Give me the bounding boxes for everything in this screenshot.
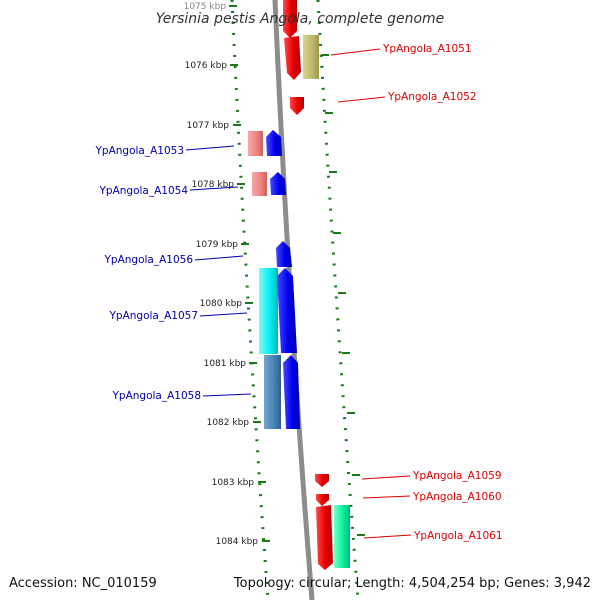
reverse-cds-a1057[interactable]	[277, 268, 297, 353]
tick-label: 1079 kbp	[196, 240, 239, 250]
forward-cds-a1061[interactable]	[316, 505, 333, 570]
tick-label: 1083 kbp	[212, 478, 255, 488]
scale-tick-1081: 1081 kbp	[204, 359, 257, 369]
gene-label-a1051[interactable]: YpAngola_A1051	[382, 43, 472, 55]
reverse-feature-a1053[interactable]	[248, 131, 263, 156]
reverse-cds-a1058[interactable]	[283, 355, 300, 429]
tick-label: 1078 kbp	[192, 180, 235, 190]
outer-tick-track	[316, 0, 360, 600]
tick-label: 1077 kbp	[187, 121, 230, 131]
tick-label: 1075 kbp	[184, 2, 227, 12]
scale-tick-1080: 1080 kbp	[200, 299, 253, 309]
tick-label: 1084 kbp	[216, 537, 259, 547]
forward-cds-a1059[interactable]	[315, 474, 329, 487]
scale-tick-1079: 1079 kbp	[196, 240, 249, 250]
gene-label-a1056[interactable]: YpAngola_A1056	[103, 254, 193, 266]
label-leaders	[185, 48, 412, 539]
forward-feature-a1061[interactable]	[334, 505, 350, 568]
tick-label: 1081 kbp	[204, 359, 247, 369]
gene-label-a1061[interactable]: YpAngola_A1061	[413, 530, 503, 542]
tick-label: 1082 kbp	[207, 418, 250, 428]
scale-tick-1076: 1076 kbp	[185, 61, 238, 71]
gene-label-a1060[interactable]: YpAngola_A1060	[412, 491, 502, 503]
forward-cds-a1052[interactable]	[290, 97, 304, 115]
gene-label-a1052[interactable]: YpAngola_A1052	[387, 91, 477, 103]
scale-tick-1084: 1084 kbp	[216, 537, 270, 547]
forward-cds-a1060[interactable]	[316, 494, 329, 506]
scale-tick-1078: 1078 kbp	[192, 180, 245, 190]
reverse-cds-a1054[interactable]	[270, 172, 286, 195]
accession-label: Accession: NC_010159	[9, 576, 157, 591]
gene-label-a1058[interactable]: YpAngola_A1058	[111, 390, 201, 402]
reverse-feature-a1054[interactable]	[252, 172, 267, 196]
gene-label-a1059[interactable]: YpAngola_A1059	[412, 470, 502, 482]
forward-cds-a1051[interactable]	[284, 36, 301, 80]
forward-feature-a1051[interactable]	[303, 35, 319, 79]
gene-label-a1057[interactable]: YpAngola_A1057	[108, 310, 198, 322]
scale-tick-1075: 1075 kbp	[184, 2, 237, 12]
gene-label-a1053[interactable]: YpAngola_A1053	[94, 145, 184, 157]
genome-summary: Topology: circular; Length: 4,504,254 bp…	[233, 576, 591, 591]
scale-tick-1083: 1083 kbp	[212, 478, 266, 488]
reverse-cds-a1056[interactable]	[276, 241, 292, 267]
gene-label-a1054[interactable]: YpAngola_A1054	[98, 185, 188, 197]
scale-tick-1077: 1077 kbp	[187, 121, 241, 131]
reverse-cds-a1053[interactable]	[266, 130, 282, 156]
reverse-feature-a1058[interactable]	[264, 355, 281, 429]
outer-track-major-ticks	[321, 54, 365, 536]
tick-label: 1076 kbp	[185, 61, 228, 71]
reverse-feature-a1057[interactable]	[259, 268, 278, 354]
forward-cds-top-partial[interactable]	[283, 0, 297, 38]
map-title: Yersinia pestis Angola, complete genome	[156, 11, 445, 27]
tick-label: 1080 kbp	[200, 299, 243, 309]
scale-tick-1082: 1082 kbp	[207, 418, 261, 428]
